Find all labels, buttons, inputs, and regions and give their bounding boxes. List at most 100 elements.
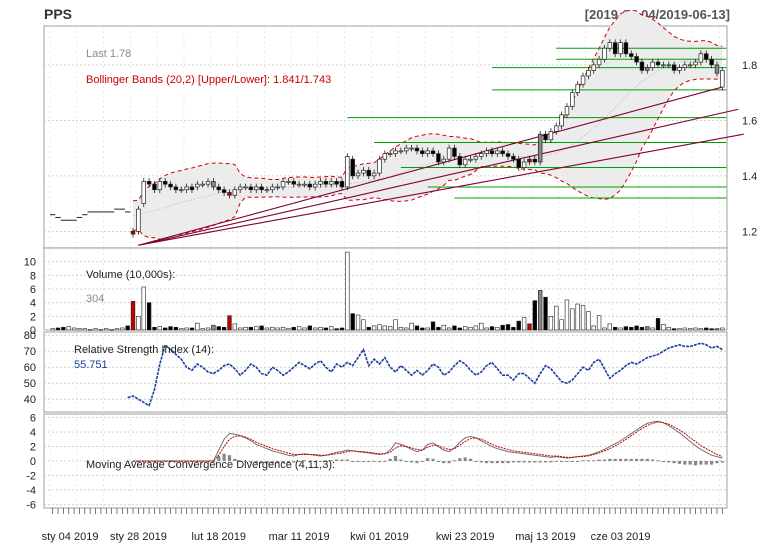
candle-body xyxy=(162,181,168,185)
volume-bar xyxy=(307,325,312,331)
x-tick-label: sty 04 2019 xyxy=(42,531,99,543)
volume-bar xyxy=(168,326,173,331)
candle-body xyxy=(671,64,677,71)
x-axis: sty 04 2019 sty 28 2019 lut 18 2019 mar 11 … xyxy=(42,508,723,543)
macd-hist-bar xyxy=(511,461,515,463)
volume-ytick-label: 2 xyxy=(30,311,36,323)
macd-hist-bar xyxy=(474,461,478,462)
macd-hist-bar xyxy=(292,461,296,463)
bollinger-lower-line xyxy=(133,78,723,240)
macd-hist-bar xyxy=(677,461,682,464)
volume-bar xyxy=(50,328,55,331)
macd-hist-bar xyxy=(629,458,633,461)
volume-bar xyxy=(104,328,109,331)
macd-hist-bar xyxy=(270,461,274,464)
candle-body xyxy=(543,133,548,141)
trend-line xyxy=(138,86,723,246)
price-ytick-label: 1.8 xyxy=(742,60,757,72)
trend-line xyxy=(138,108,739,246)
macd-hist-bar xyxy=(479,461,483,463)
candle-body xyxy=(280,181,286,188)
candle-body xyxy=(425,150,430,155)
macd-hist-bar xyxy=(549,461,553,463)
candle-body xyxy=(307,183,313,188)
volume-bar xyxy=(152,326,157,331)
candle-body xyxy=(623,42,629,55)
candle-body xyxy=(575,83,580,93)
volume-bar xyxy=(361,319,366,331)
volume-bar xyxy=(270,326,275,331)
volume-bar xyxy=(704,327,709,331)
macd-hist-bar xyxy=(318,461,323,462)
volume-bar xyxy=(602,327,607,331)
candle-body xyxy=(446,147,452,160)
volume-bar xyxy=(184,327,189,331)
macd-hist-bar xyxy=(672,461,676,464)
volume-bar xyxy=(430,321,436,331)
macd-hist-bar xyxy=(667,461,671,463)
macd-hist-bar xyxy=(458,458,462,461)
candle-body xyxy=(152,183,157,191)
macd-hist-bar xyxy=(399,459,403,461)
candle-body xyxy=(537,133,543,163)
macd-hist-bar xyxy=(227,455,232,461)
volume-bar xyxy=(114,328,120,331)
macd-hist-bar xyxy=(243,461,248,462)
rsi-ytick-label: 80 xyxy=(24,330,36,342)
volume-bar xyxy=(479,322,484,331)
candle-body xyxy=(130,231,136,235)
bollinger-band-fill xyxy=(133,10,723,240)
rsi-ytick-label: 50 xyxy=(24,378,36,390)
candle-body xyxy=(259,186,264,191)
volume-bar xyxy=(371,325,377,331)
candle-body xyxy=(264,189,270,192)
volume-bar xyxy=(436,326,441,331)
macd-ytick-label: 6 xyxy=(30,413,36,425)
volume-bar xyxy=(120,327,125,331)
volume-bar xyxy=(693,327,698,331)
candle-body xyxy=(302,183,307,186)
rsi-line xyxy=(127,342,723,407)
volume-bar xyxy=(77,328,82,331)
candle-body xyxy=(505,153,511,157)
volume-bar xyxy=(355,314,361,331)
macd-hist-bar xyxy=(447,461,451,464)
candle-body xyxy=(323,181,329,185)
volume-bar xyxy=(607,323,612,331)
candle-body xyxy=(607,42,613,49)
ticker-title: PPS xyxy=(44,6,72,22)
macd-hist-bar xyxy=(276,461,280,464)
candle-body xyxy=(527,158,532,163)
candle-body xyxy=(195,183,200,188)
macd-hist-bar xyxy=(297,461,301,462)
x-tick-label: kwi 23 2019 xyxy=(436,531,495,543)
volume-bar xyxy=(677,328,682,331)
volume-bar xyxy=(591,325,596,331)
volume-bar xyxy=(446,327,452,331)
candle-body xyxy=(312,183,318,188)
volume-bar xyxy=(323,327,329,331)
volume-bar xyxy=(243,326,248,331)
candle-body xyxy=(602,47,607,60)
candle-body xyxy=(714,64,720,74)
candle-body xyxy=(682,64,688,68)
macd-hist-bar xyxy=(683,461,687,465)
candle-body xyxy=(521,161,527,168)
date-range: [2019-01-04/2019-06-13] xyxy=(585,7,730,22)
candle-body xyxy=(296,183,302,186)
volume-bar xyxy=(538,290,543,331)
candle-body xyxy=(666,64,671,67)
macd-hist-bar xyxy=(340,459,344,461)
candle-body xyxy=(377,158,382,174)
volume-bar xyxy=(136,316,141,331)
candle-body xyxy=(248,186,254,191)
macd-hist-bar xyxy=(351,461,355,462)
candle-body xyxy=(564,106,570,116)
candle-body xyxy=(473,156,479,160)
bollinger-middle-line xyxy=(133,59,723,216)
price-panel: 1.2 1.4 1.6 1.8 Last 1.78 Bollinger Bands (20… xyxy=(43,9,757,249)
candle-body xyxy=(484,150,489,155)
candle-body xyxy=(270,186,275,191)
volume-bar xyxy=(318,326,323,331)
